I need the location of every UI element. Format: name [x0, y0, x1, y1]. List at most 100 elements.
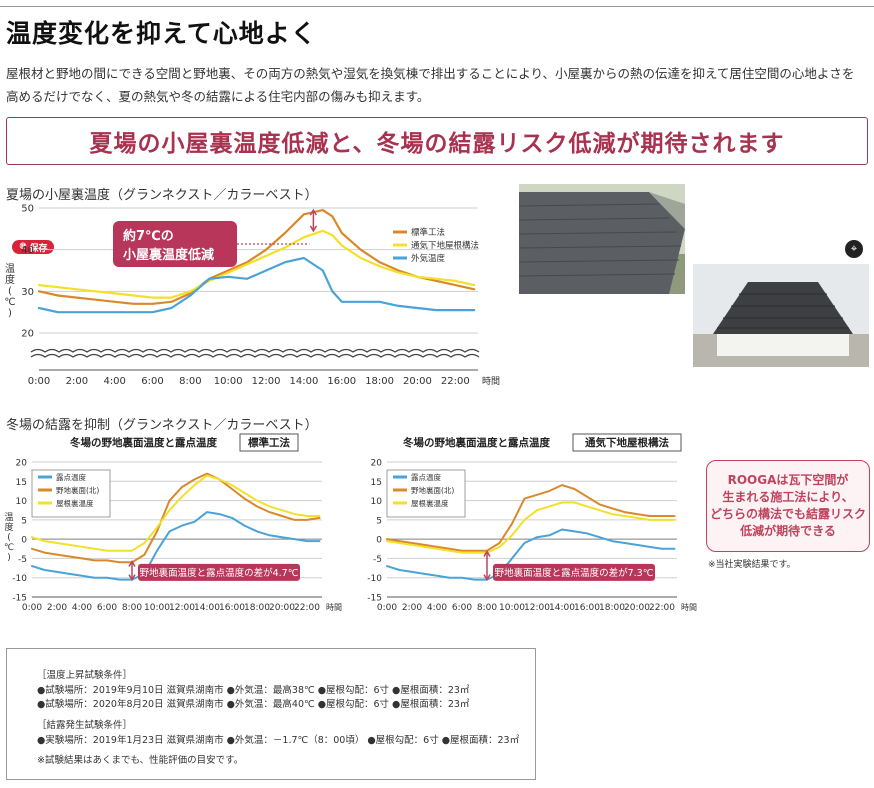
y-tick-label: 20 — [21, 329, 34, 340]
legend-label: 通気下地屋根構法 — [411, 240, 479, 251]
y-axis-label: 温 — [4, 512, 13, 523]
series-line — [386, 484, 676, 552]
series-line — [37, 256, 476, 314]
legend-label: 野地裏面(北) — [56, 485, 99, 495]
y-tick-label: 5 — [376, 516, 382, 526]
x-tick-label: 4:00 — [427, 603, 447, 613]
annotation-label-box — [138, 563, 300, 581]
page-title: 温度変化を抑えて心地よく — [6, 19, 317, 48]
legend-label: 標準工法 — [411, 227, 445, 238]
series-line — [37, 209, 476, 305]
chart-title-tag-box — [239, 433, 299, 452]
x-tick-label: 10:00 — [214, 376, 243, 387]
axis-break — [30, 348, 480, 353]
y-tick-label: -10 — [12, 574, 27, 584]
pin-label: 保存 — [29, 243, 48, 254]
annotation-arrowhead — [483, 574, 491, 582]
x-tick-label: 2:00 — [47, 603, 67, 613]
rooga-line: 低減が期待できる — [740, 524, 836, 538]
intro-text: 屋根材と野地の間にできる空間と野地裏、その両方の熱気や湿気を換気棟で排出すること… — [6, 66, 855, 104]
legend-label: 露点温度 — [411, 472, 441, 482]
condensation-test-line: ●実験場所：2019年1月23日 滋賀県湖南市 ●外気温：－1.7℃（8：00頃… — [37, 735, 520, 746]
banner-text: 夏場の小屋裏温度低減と、冬場の結露リスク低減が期待されます — [89, 131, 785, 157]
y-tick-label: 0 — [21, 536, 27, 546]
x-tick-label: 20:00 — [624, 603, 650, 613]
x-tick-label: 14:00 — [194, 603, 220, 613]
annotation-arrowhead — [128, 560, 136, 567]
y-tick-label: 0 — [376, 536, 382, 546]
legend-label: 屋根裏温度 — [56, 498, 94, 508]
callout-line: 小屋裏温度低減 — [123, 247, 214, 263]
y-tick-label: 10 — [371, 497, 383, 507]
x-tick-label: 14:00 — [549, 603, 575, 613]
callout-box — [113, 221, 237, 267]
x-tick-label: 8:00 — [179, 376, 201, 387]
roof-photo-2 — [693, 264, 869, 367]
x-tick-label: 6:00 — [141, 376, 163, 387]
x-tick-label: 18:00 — [244, 603, 270, 613]
y-axis-label: ℃ — [4, 543, 14, 553]
y-axis-label: ) — [8, 308, 12, 319]
y-tick-label: -5 — [373, 555, 382, 565]
test-conditions-box: ［温度上昇試験条件］ ●試験場所：2019年9月10日 滋賀県湖南市 ●外気温：… — [6, 648, 536, 780]
x-tick-label: 10:00 — [144, 603, 170, 613]
condensation-test-title: ［結露発生試験条件］ — [37, 720, 133, 731]
y-axis-label: 度 — [4, 521, 13, 533]
x-tick-label: 16:00 — [574, 603, 600, 613]
y-tick-label: 20 — [371, 459, 383, 469]
x-tick-label: 8:00 — [477, 603, 497, 613]
chart-title: 冬場の野地裏面温度と露点温度 — [70, 436, 217, 449]
rooga-line: ROOGAは瓦下空間が — [727, 473, 849, 487]
y-tick-label: -10 — [367, 574, 382, 584]
y-tick-label: 50 — [21, 204, 34, 215]
summer-chart: 20 30 40 50 0:00 2:00 4:00 6:00 8:00 10:00 12:00 14… — [4, 204, 500, 388]
legend-label: 屋根裏温度 — [411, 498, 449, 508]
x-tick-label: 18:00 — [599, 603, 625, 613]
rooga-line: どちらの構法でも結露リスク — [709, 507, 866, 521]
x-tick-label: 16:00 — [327, 376, 356, 387]
x-tick-label: 0:00 — [28, 376, 50, 387]
x-tick-label: 2:00 — [402, 603, 422, 613]
winter-chart-standard: -15 -10 -5 0 5 10 15 20 0:00 2:00 4:00 6:00 8:00 10:0… — [4, 433, 342, 613]
y-tick-label: -15 — [12, 594, 27, 604]
y-tick-label: 15 — [371, 478, 382, 488]
rooga-line: 生まれる施工法により、 — [722, 490, 854, 504]
axis-break — [30, 353, 480, 358]
x-tick-label: 16:00 — [219, 603, 245, 613]
series-line — [31, 474, 321, 552]
heat-test-line: ●試験場所：2019年9月10日 滋賀県湖南市 ●外気温：最高38℃ ●屋根勾配… — [37, 685, 470, 696]
x-axis-label: 時間 — [681, 603, 697, 612]
zoom-icon[interactable]: ⌖ — [845, 240, 863, 258]
x-tick-label: 4:00 — [72, 603, 92, 613]
x-tick-label: 6:00 — [97, 603, 117, 613]
rooga-note: ※当社実験結果です。 — [708, 560, 796, 570]
winter-chart-ventilated: -15 -10 -5 0 5 10 15 20 0:00 2:00 4:00 6:00 8:00 10:0… — [367, 433, 697, 613]
x-tick-label: 8:00 — [122, 603, 142, 613]
series-line — [31, 511, 321, 581]
pinterest-save-button[interactable]: ℗ 保存 — [12, 240, 54, 254]
winter-section-title: 冬場の結露を抑制（グランネクスト／カラーベスト） — [6, 418, 318, 433]
y-tick-label: 10 — [16, 497, 28, 507]
footnote: ※試験結果はあくまでも、性能評価の目安です。 — [37, 755, 244, 766]
annotation-arrowhead — [309, 225, 318, 233]
x-tick-label: 12:00 — [169, 603, 195, 613]
y-tick-label: 30 — [21, 287, 34, 298]
x-tick-label: 14:00 — [289, 376, 318, 387]
top-divider — [0, 6, 874, 7]
x-tick-label: 18:00 — [365, 376, 394, 387]
y-axis-label: ) — [7, 553, 11, 563]
summer-section-title: 夏場の小屋裏温度（グランネクスト／カラーベスト） — [6, 188, 318, 203]
x-tick-label: 20:00 — [403, 376, 432, 387]
y-axis-label: ( — [7, 533, 11, 543]
x-tick-label: 20:00 — [269, 603, 295, 613]
legend-label: 外気温度 — [411, 253, 446, 264]
annotation-arrowhead — [128, 574, 136, 582]
chart-title: 冬場の野地裏面温度と露点温度 — [403, 436, 550, 449]
annotation-arrowhead — [309, 208, 318, 216]
pin-icon: ℗ — [18, 242, 28, 252]
chart-title-tag: 標準工法 — [248, 436, 290, 449]
legend-label: 露点温度 — [56, 472, 86, 482]
x-tick-label: 0:00 — [377, 603, 397, 613]
annotation-label: 野地裏面温度と露点温度の差が7.3℃ — [495, 567, 654, 579]
chart-title-tag: 通気下地屋根構法 — [585, 436, 669, 449]
